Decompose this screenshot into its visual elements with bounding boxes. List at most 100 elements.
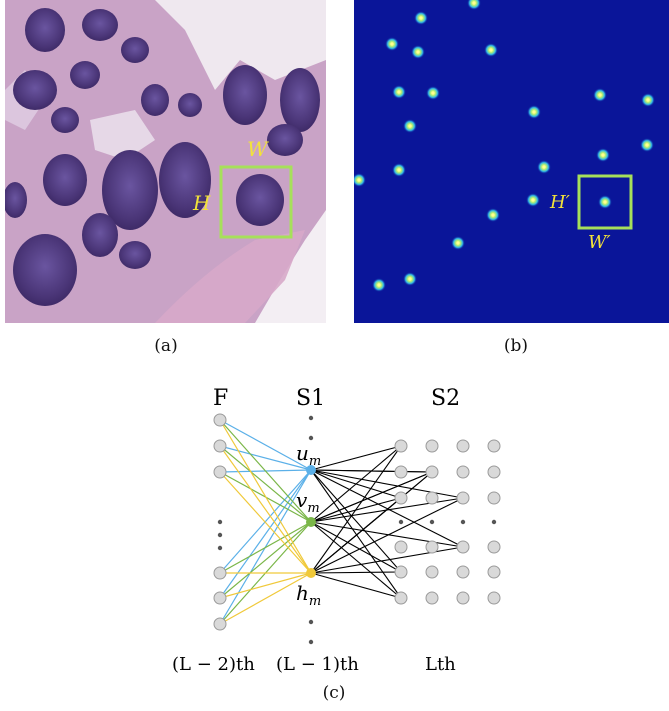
output-edge <box>310 497 402 574</box>
density-dot-core <box>357 178 361 182</box>
s2-ellipsis-dot <box>429 519 435 525</box>
f-node <box>213 591 227 605</box>
f-ellipsis-dot <box>217 545 223 551</box>
output-edge <box>310 546 464 574</box>
density-dot-core <box>646 98 650 102</box>
network-nodes <box>213 413 501 645</box>
s1-ellipsis-dot <box>308 619 314 625</box>
density-dot-core <box>416 50 420 54</box>
s2-node <box>394 565 408 579</box>
output-edge <box>310 572 402 599</box>
nucleus <box>280 68 320 132</box>
nucleus <box>141 84 169 116</box>
network-svg: F S1 S2 um vm hm (L − 2)th (L − 1)th Lth <box>172 386 501 675</box>
lumen-area <box>255 210 326 323</box>
input-edge <box>219 445 312 574</box>
s2-node <box>394 540 408 554</box>
density-dot-core <box>598 93 602 97</box>
s2-node <box>425 491 439 505</box>
nucleus <box>43 154 87 206</box>
column-title-s1: S1 <box>296 386 325 411</box>
density-dot <box>467 0 481 10</box>
caption-c: (c) <box>322 683 346 703</box>
density-dot-core <box>408 124 412 128</box>
input-edge <box>219 419 312 471</box>
s1-ellipsis-dot <box>308 639 314 645</box>
density-dot-core <box>419 16 423 20</box>
output-edge <box>310 521 464 548</box>
s1-node-u <box>306 465 316 475</box>
cell-bounding-box <box>219 165 293 239</box>
node-label-u: um <box>296 441 321 469</box>
density-dot-core <box>456 241 460 245</box>
f-node <box>213 413 227 427</box>
s2-node <box>456 540 470 554</box>
s2-node <box>456 439 470 453</box>
density-dot-core <box>603 200 607 204</box>
box-width-label: W <box>247 137 269 161</box>
nucleus <box>267 124 303 156</box>
nucleus <box>119 241 151 269</box>
density-map: H′ W′ <box>352 0 669 323</box>
output-edge <box>310 469 402 599</box>
s2-node <box>456 491 470 505</box>
output-edge <box>310 469 464 499</box>
caption-b: (b) <box>503 336 529 356</box>
input-edge <box>219 469 312 599</box>
histology-image: W H <box>3 0 326 323</box>
input-edge <box>219 521 312 599</box>
input-edge <box>219 445 312 471</box>
density-dots <box>352 0 655 292</box>
column-title-f: F <box>213 386 228 411</box>
input-edge <box>219 572 312 625</box>
output-edge <box>310 469 402 573</box>
nucleus <box>3 182 27 218</box>
output-edge <box>310 445 402 471</box>
histology-image-panel: W H <box>3 0 326 323</box>
output-edge <box>310 521 402 573</box>
nucleus <box>82 213 118 257</box>
nucleus <box>236 174 284 226</box>
s2-node <box>394 591 408 605</box>
output-edge <box>310 469 464 548</box>
s2-node <box>425 439 439 453</box>
density-dot-core <box>472 1 476 5</box>
input-edge <box>219 572 312 599</box>
layer-label-l1: (L − 1)th <box>276 654 359 675</box>
s2-node <box>487 465 501 479</box>
nucleus <box>13 70 57 110</box>
s2-node <box>425 591 439 605</box>
node-label-v: vm <box>296 488 320 516</box>
nucleus <box>25 8 65 52</box>
network-edges <box>219 419 464 625</box>
s2-node <box>394 439 408 453</box>
s2-node <box>487 591 501 605</box>
lumen-area <box>155 0 326 90</box>
density-dot-core <box>532 110 536 114</box>
s1-ellipsis-dot <box>308 435 314 441</box>
output-edge <box>310 471 433 523</box>
nucleus <box>51 107 79 133</box>
f-node <box>213 465 227 479</box>
density-dot-core <box>645 143 649 147</box>
column-title-s2: S2 <box>431 386 460 411</box>
nucleus <box>159 142 211 218</box>
nucleus <box>102 150 158 230</box>
density-bounding-box <box>577 174 633 230</box>
density-box-height-label: H′ <box>549 192 570 213</box>
f-node <box>213 439 227 453</box>
s2-ellipsis-dot <box>491 519 497 525</box>
s2-node <box>487 491 501 505</box>
s1-node-v <box>306 517 316 527</box>
cytoplasm-band <box>155 230 305 323</box>
layer-label-l: Lth <box>425 654 456 675</box>
output-edge <box>310 445 402 523</box>
input-edge <box>219 445 312 523</box>
s2-node <box>394 465 408 479</box>
s2-ellipsis-dot <box>398 519 404 525</box>
f-node <box>213 617 227 631</box>
density-dot-core <box>390 42 394 46</box>
s1-ellipsis-dot <box>308 415 314 421</box>
nucleus <box>70 61 100 89</box>
caption-a: (a) <box>154 336 178 356</box>
